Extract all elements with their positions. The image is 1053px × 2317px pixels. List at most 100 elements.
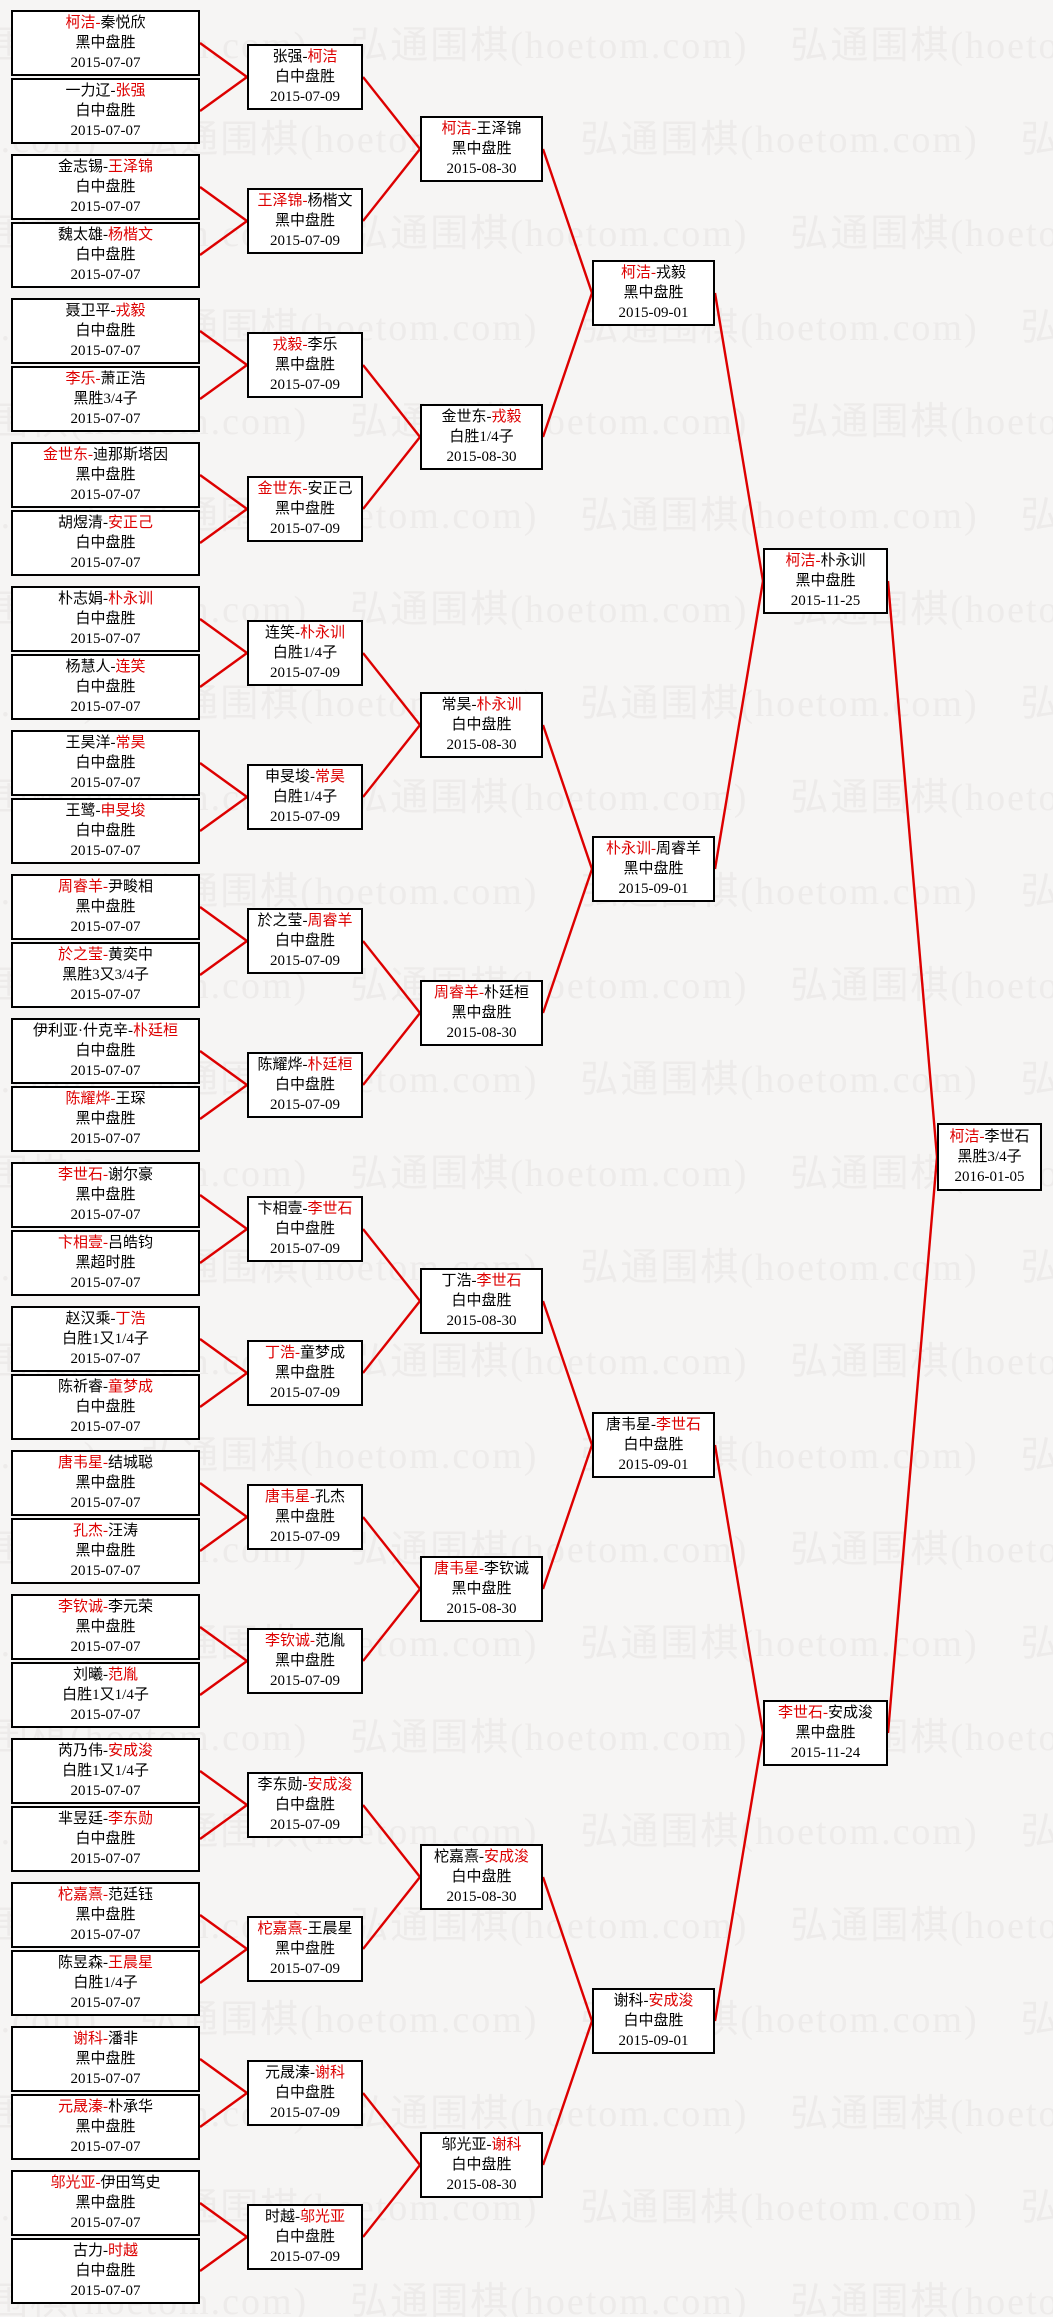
separator: - <box>302 337 308 353</box>
match-date: 2015-07-07 <box>70 1275 141 1291</box>
player-name: 王泽锦 <box>476 121 522 137</box>
player-name: 伊田笃史 <box>100 2175 161 2191</box>
match-date: 2015-08-30 <box>446 161 517 177</box>
match-players: 柁嘉熹-王晨星 <box>249 1919 361 1939</box>
match-box-r1-m18: 卞相壹-吕皓钧 黑超时胜 2015-07-07 <box>11 1230 200 1296</box>
separator: - <box>979 1129 985 1145</box>
match-date: 2015-08-30 <box>446 1025 517 1041</box>
match-result: 白中盘胜 <box>75 823 136 839</box>
player-name: 常昊 <box>441 697 472 713</box>
match-result: 黑中盘胜 <box>274 1653 335 1669</box>
match-box-r2-m10: 丁浩-童梦成 黑中盘胜 2015-07-09 <box>247 1340 363 1406</box>
match-result: 白中盘胜 <box>75 1399 136 1415</box>
match-date: 2015-07-07 <box>70 1995 141 2011</box>
match-players: 唐韦星-李钦诚 <box>422 1559 541 1579</box>
match-players: 柁嘉熹-范廷钰 <box>13 1885 198 1905</box>
match-result: 黑胜3/4子 <box>73 391 138 407</box>
match-box-r2-m5: 连笑-朴永训 白胜1/4子 2015-07-09 <box>247 620 363 686</box>
match-result: 黑中盘胜 <box>75 2195 136 2211</box>
player-name: 一力辽 <box>65 83 111 99</box>
match-result: 黑中盘胜 <box>75 467 136 483</box>
player-name: 朴志娟 <box>57 591 103 607</box>
separator: - <box>103 1743 108 1759</box>
match-players: 张强-柯洁 <box>249 47 361 67</box>
player-name: 范胤 <box>315 1633 346 1649</box>
separator: - <box>651 265 656 281</box>
match-players: 杨慧人-连笑 <box>13 657 198 677</box>
separator: - <box>310 1633 315 1649</box>
match-players: 谢科-安成浚 <box>594 1991 713 2011</box>
player-name: 结城聪 <box>108 1455 154 1471</box>
separator: - <box>302 913 308 929</box>
player-name: 朴永训 <box>820 553 866 569</box>
player-name: 李东勋 <box>257 1777 303 1793</box>
player-name: 吕皓钧 <box>108 1235 154 1251</box>
player-name: 唐韦星 <box>605 1417 651 1433</box>
match-players: 邬光亚-伊田笃史 <box>13 2173 198 2193</box>
match-result: 白胜1/4子 <box>73 1975 138 1991</box>
separator: - <box>88 447 93 463</box>
match-date: 2015-07-07 <box>70 199 141 215</box>
match-date: 2015-07-09 <box>270 2249 340 2265</box>
separator: - <box>815 553 821 569</box>
separator: - <box>103 1167 108 1183</box>
match-box-r1-m10: 杨慧人-连笑 白中盘胜 2015-07-07 <box>11 654 200 720</box>
separator: - <box>651 1417 656 1433</box>
player-name: 童梦成 <box>300 1345 346 1361</box>
player-name: 魏太雄 <box>57 227 103 243</box>
winner-name: 王晨星 <box>108 1955 154 1971</box>
separator: - <box>302 1057 308 1073</box>
match-date: 2015-07-07 <box>70 55 141 71</box>
match-date: 2015-07-09 <box>270 1241 340 1257</box>
match-box-r2-m1: 张强-柯洁 白中盘胜 2015-07-09 <box>247 44 363 110</box>
match-players: 伊利亚·什克辛-朴廷桓 <box>13 1021 198 1041</box>
match-players: 元晟溱-谢科 <box>249 2063 361 2083</box>
winner-name: 连笑 <box>115 659 146 675</box>
match-players: 金世东-戎毅 <box>422 407 541 427</box>
player-name: 潘非 <box>108 2031 139 2047</box>
match-box-r1-m23: 李钦诚-李元荣 黑中盘胜 2015-07-07 <box>11 1594 200 1660</box>
match-players: 赵汉乘-丁浩 <box>13 1309 198 1329</box>
winner-name: 王泽锦 <box>108 159 154 175</box>
player-name: 王琛 <box>115 1091 146 1107</box>
winner-name: 金世东 <box>257 481 303 497</box>
separator: - <box>479 1561 484 1577</box>
match-players: 李钦诚-李元荣 <box>13 1597 198 1617</box>
match-result: 白胜1又1/4子 <box>62 1687 149 1703</box>
match-box-r1-m29: 谢科-潘非 黑中盘胜 2015-07-07 <box>11 2026 200 2092</box>
separator: - <box>103 227 108 243</box>
match-result: 白中盘胜 <box>274 1077 335 1093</box>
separator: - <box>295 1345 300 1361</box>
match-date: 2015-07-09 <box>270 665 340 681</box>
match-result: 黑中盘胜 <box>274 213 335 229</box>
player-name: 胡煜清 <box>57 515 103 531</box>
match-players: 李世石-安成浚 <box>765 1703 886 1723</box>
match-box-r1-m2: 一力辽-张强 白中盘胜 2015-07-07 <box>11 78 200 144</box>
match-players: 於之莹-周睿羊 <box>249 911 361 931</box>
match-result: 白中盘胜 <box>274 1797 335 1813</box>
winner-name: 杨楷文 <box>108 227 154 243</box>
player-name: 卞相壹 <box>257 1201 303 1217</box>
player-name: 元晟溱 <box>264 2065 310 2081</box>
match-date: 2015-07-09 <box>270 2105 340 2121</box>
separator: - <box>103 1379 108 1395</box>
match-result: 白中盘胜 <box>75 1043 136 1059</box>
match-date: 2015-08-30 <box>446 2177 517 2193</box>
match-players: 柯洁-戎毅 <box>594 263 713 283</box>
match-date: 2015-07-07 <box>70 843 141 859</box>
match-result: 黑中盘胜 <box>274 357 335 373</box>
match-date: 2015-07-09 <box>270 809 340 825</box>
match-result: 黑中盘胜 <box>75 1543 136 1559</box>
match-result: 白中盘胜 <box>274 2229 335 2245</box>
match-players: 柯洁-秦悦欣 <box>13 13 198 33</box>
match-result: 白中盘胜 <box>451 717 512 733</box>
match-players: 丁浩-童梦成 <box>249 1343 361 1363</box>
separator: - <box>95 15 101 31</box>
match-date: 2015-07-07 <box>70 1707 141 1723</box>
separator: - <box>295 2209 300 2225</box>
match-result: 白中盘胜 <box>75 247 136 263</box>
separator: - <box>643 1993 649 2009</box>
winner-name: 谢科 <box>72 2031 103 2047</box>
match-date: 2015-07-09 <box>270 521 340 537</box>
winner-name: 柁嘉熹 <box>257 1921 303 1937</box>
